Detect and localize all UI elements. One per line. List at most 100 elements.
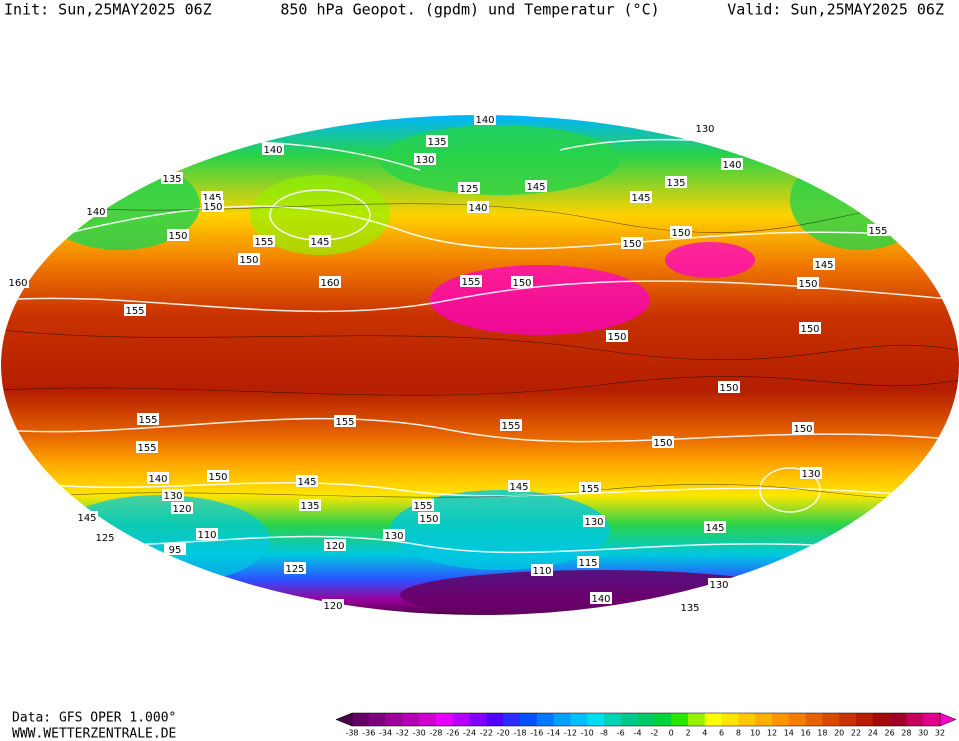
label-box xyxy=(309,235,331,247)
label-box xyxy=(606,330,628,342)
colorbar-frame xyxy=(351,712,941,727)
contour-label: 140 xyxy=(148,474,167,485)
colorbar-tick-label: 4 xyxy=(702,729,707,738)
label-box xyxy=(721,158,743,170)
colorbar-tick-label: -6 xyxy=(617,729,625,738)
contour-label: 155 xyxy=(137,443,156,454)
contour-label: 140 xyxy=(591,594,610,605)
colorbar-tick-label: 24 xyxy=(868,729,878,738)
colorbar-tick-label: -12 xyxy=(564,729,577,738)
colorbar-tick-label: 18 xyxy=(817,729,827,738)
label-box xyxy=(124,304,146,316)
colorbar-tick-label: 20 xyxy=(834,729,844,738)
label-box xyxy=(147,472,169,484)
label-box xyxy=(7,276,29,288)
contour-label: 130 xyxy=(584,517,603,528)
website: WWW.WETTERZENTRALE.DE xyxy=(12,727,176,741)
label-box xyxy=(718,381,740,393)
cold-area xyxy=(790,150,930,250)
contour-label: 145 xyxy=(526,182,545,193)
label-box xyxy=(202,200,224,212)
contour-label: 150 xyxy=(798,279,817,290)
label-box xyxy=(590,592,612,604)
colorbar-tick-label: 0 xyxy=(669,729,674,738)
color-swatch xyxy=(889,713,907,726)
contour-label: 145 xyxy=(297,477,316,488)
colorbar-tick-label: 8 xyxy=(736,729,741,738)
contour-label: 150 xyxy=(607,332,626,343)
label-box xyxy=(383,529,405,541)
label-box xyxy=(296,475,318,487)
label-box xyxy=(579,482,601,494)
map-title: 850 hPa Geopot. (gpdm) und Temperatur (°… xyxy=(280,1,659,19)
label-box xyxy=(171,502,193,514)
colorbar-tick-label: 26 xyxy=(885,729,895,738)
label-box xyxy=(679,601,701,613)
contour-label: 130 xyxy=(695,124,714,135)
label-box xyxy=(412,499,434,511)
label-box xyxy=(253,235,275,247)
contour-label: 155 xyxy=(580,484,599,495)
color-swatch xyxy=(805,713,823,726)
colorbar-tick-label: -4 xyxy=(634,729,642,738)
colorbar-tick-label: -34 xyxy=(379,729,392,738)
contour-label: 135 xyxy=(427,137,446,148)
color-swatch xyxy=(368,713,386,726)
contour-label: 150 xyxy=(203,202,222,213)
contour-label: 120 xyxy=(323,601,342,612)
init-time: Init: Sun,25MAY2025 06Z xyxy=(4,1,212,19)
colorbar-tick-label: -16 xyxy=(530,729,543,738)
colorbar-tick-label: 28 xyxy=(901,729,911,738)
colorbar-tick-label: -26 xyxy=(446,729,459,738)
colorbar-tick-label: -22 xyxy=(480,729,493,738)
label-box xyxy=(792,422,814,434)
color-swatch xyxy=(688,713,706,726)
colorbar-tick-label: 12 xyxy=(767,729,777,738)
label-box xyxy=(85,205,107,217)
colorbar-tick-label: -30 xyxy=(413,729,426,738)
contour-label: 155 xyxy=(413,501,432,512)
color-swatch xyxy=(872,713,890,726)
label-box xyxy=(324,539,346,551)
contour-label: 110 xyxy=(197,530,216,541)
colorbar-tick-label: 30 xyxy=(918,729,928,738)
label-box xyxy=(511,276,533,288)
color-swatch xyxy=(536,713,554,726)
color-swatch xyxy=(721,713,739,726)
label-box xyxy=(137,413,159,425)
contour-label: 160 xyxy=(320,278,339,289)
contour-label: 155 xyxy=(501,421,520,432)
label-box xyxy=(708,578,730,590)
contour-label: 145 xyxy=(310,237,329,248)
contour-label: 145 xyxy=(509,482,528,493)
contour-label: 160 xyxy=(8,278,27,289)
color-swatch xyxy=(856,713,874,726)
color-swatch xyxy=(402,713,420,726)
contour-label: 135 xyxy=(300,501,319,512)
contour-label: 140 xyxy=(475,115,494,126)
contour-label: 140 xyxy=(468,203,487,214)
cold-area xyxy=(50,495,270,585)
label-box xyxy=(334,415,356,427)
color-swatch xyxy=(654,713,672,726)
label-box xyxy=(670,226,692,238)
label-box xyxy=(94,531,116,543)
contour-label: 150 xyxy=(719,383,738,394)
colorbar: -38 -36 -34 -32 -30 -28 -26 -24 -22 -20 -18 -16 -14-… xyxy=(335,712,957,738)
color-swatch xyxy=(923,713,941,726)
label-box xyxy=(813,258,835,270)
colorbar-tick-label: 22 xyxy=(851,729,861,738)
contour-label: 155 xyxy=(335,417,354,428)
color-swatch xyxy=(436,713,454,726)
contour-label: 155 xyxy=(138,415,157,426)
color-swatch xyxy=(553,713,571,726)
label-box xyxy=(583,515,605,527)
color-swatch xyxy=(604,713,622,726)
contour-label: 150 xyxy=(671,228,690,239)
contour-label: 140 xyxy=(263,145,282,156)
label-box xyxy=(508,480,530,492)
colorbar-tick-label: 6 xyxy=(719,729,724,738)
